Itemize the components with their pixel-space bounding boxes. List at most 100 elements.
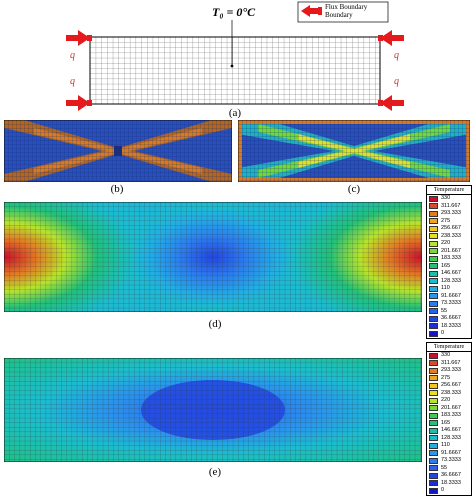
legend-d-value: 183.333	[441, 255, 461, 262]
legend-e-row: 220	[427, 397, 471, 405]
legend-e-row: 275	[427, 375, 471, 383]
legend-e-value: 165	[441, 419, 451, 426]
legend-e-swatch	[429, 420, 438, 427]
temperature-legend-e: Temperature 330 311.667 293.333 275 256.667 2…	[426, 342, 472, 496]
legend-d-row: 293.333	[427, 210, 471, 218]
panel-c-density-map	[238, 120, 470, 182]
legend-d-value: 293.333	[441, 210, 461, 217]
legend-e-row: 36.6667	[427, 472, 471, 480]
legend-d-value: 201.667	[441, 247, 461, 254]
legend-d-title: Temperature	[427, 186, 471, 195]
q-label-left-bottom: q	[70, 76, 75, 87]
legend-d-value: 128.333	[441, 277, 461, 284]
legend-d-swatch	[429, 195, 438, 202]
temperature-label: T₀ = 0°C	[212, 5, 256, 19]
flux-arrow-bl	[66, 95, 90, 111]
legend-e-row: 330	[427, 352, 471, 360]
legend-d-swatch	[429, 330, 438, 337]
legend-d-swatch	[429, 240, 438, 247]
legend-d-value: 18.3333	[441, 322, 461, 329]
legend-e-swatch	[429, 465, 438, 472]
legend-e-swatch	[429, 480, 438, 487]
legend-d-value: 36.6667	[441, 315, 461, 322]
legend-e-row: 293.333	[427, 367, 471, 375]
flux-legend-line1: Flux Boundary	[325, 3, 368, 11]
q-label-left-top: q	[70, 50, 75, 61]
legend-d-swatch	[429, 218, 438, 225]
caption-b: (b)	[110, 183, 124, 195]
legend-d-value: 256.667	[441, 225, 461, 232]
legend-d-swatch	[429, 270, 438, 277]
legend-d-swatch	[429, 225, 438, 232]
legend-e-row: 128.333	[427, 435, 471, 443]
legend-d-value: 330	[441, 195, 451, 202]
legend-d-row: 311.667	[427, 203, 471, 211]
legend-d-row: 18.3333	[427, 323, 471, 331]
legend-e-value: 0	[441, 487, 445, 494]
legend-e-row: 165	[427, 420, 471, 428]
q-label-right-bottom: q	[394, 76, 399, 87]
caption-e: (e)	[208, 466, 222, 478]
legend-e-swatch	[429, 442, 438, 449]
legend-e-value: 128.333	[441, 434, 461, 441]
legend-d-swatch	[429, 210, 438, 217]
legend-e-title: Temperature	[427, 343, 471, 352]
legend-e-value: 110	[441, 442, 450, 449]
flux-legend-arrow-icon	[301, 5, 318, 17]
legend-d-row: 220	[427, 240, 471, 248]
legend-d-row: 0	[427, 330, 471, 338]
legend-e-swatch	[429, 390, 438, 397]
panel-e-temperature-field	[4, 358, 422, 462]
legend-d-row: 91.6667	[427, 293, 471, 301]
legend-d-row: 165	[427, 263, 471, 271]
legend-d-swatch	[429, 255, 438, 262]
legend-e-value: 311.667	[441, 359, 461, 366]
legend-e-row: 146.667	[427, 427, 471, 435]
caption-d: (d)	[208, 318, 222, 330]
panel-a-mesh-figure	[66, 1, 404, 111]
legend-e-row: 256.667	[427, 382, 471, 390]
caption-a: (a)	[228, 107, 242, 119]
legend-e-swatch	[429, 375, 438, 382]
legend-e-swatch	[429, 360, 438, 367]
legend-d-swatch	[429, 203, 438, 210]
legend-d-swatch	[429, 278, 438, 285]
legend-e-value: 256.667	[441, 382, 461, 389]
legend-e-value: 220	[441, 397, 451, 404]
legend-d-value: 146.667	[441, 270, 461, 277]
legend-e-swatch	[429, 457, 438, 464]
temperature-legend-d: Temperature 330 311.667 293.333 275 256.667 2…	[426, 185, 472, 339]
legend-d-swatch	[429, 285, 438, 292]
legend-d-row: 73.3333	[427, 300, 471, 308]
legend-e-swatch	[429, 352, 438, 359]
legend-d-value: 275	[441, 217, 451, 224]
legend-e-value: 18.3333	[441, 479, 461, 486]
legend-e-swatch	[429, 427, 438, 434]
legend-e-swatch	[429, 412, 438, 419]
legend-d-swatch	[429, 293, 438, 300]
legend-d-row: 201.667	[427, 248, 471, 256]
legend-d-row: 183.333	[427, 255, 471, 263]
legend-e-swatch	[429, 405, 438, 412]
legend-d-value: 220	[441, 240, 451, 247]
legend-e-value: 201.667	[441, 404, 461, 411]
flux-arrow-tr	[380, 30, 404, 46]
legend-e-swatch	[429, 397, 438, 404]
legend-e-row: 238.333	[427, 390, 471, 398]
flux-legend-marker-icon	[318, 7, 322, 15]
caption-c: (c)	[347, 183, 361, 195]
legend-e-swatch	[429, 435, 438, 442]
legend-e-swatch	[429, 472, 438, 479]
legend-e-value: 183.333	[441, 412, 461, 419]
q-label-right-top: q	[394, 50, 399, 61]
legend-d-row: 330	[427, 195, 471, 203]
legend-d-value: 91.6667	[441, 292, 461, 299]
legend-d-swatch	[429, 300, 438, 307]
mesh-domain	[89, 36, 381, 105]
legend-e-value: 293.333	[441, 367, 461, 374]
legend-d-value: 165	[441, 262, 451, 269]
legend-d-row: 238.333	[427, 233, 471, 241]
flux-arrow-br	[380, 95, 404, 111]
legend-e-value: 55	[441, 464, 448, 471]
legend-e-value: 238.333	[441, 389, 461, 396]
